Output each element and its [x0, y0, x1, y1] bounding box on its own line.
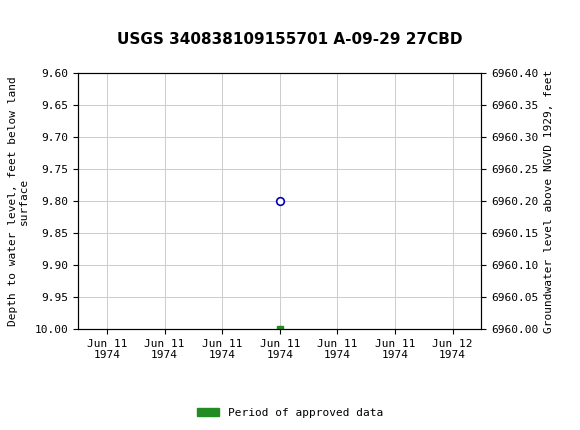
Bar [1, 7, 17, 38]
Y-axis label: Groundwater level above NGVD 1929, feet: Groundwater level above NGVD 1929, feet [544, 69, 554, 333]
Y-axis label: Depth to water level, feet below land
surface: Depth to water level, feet below land su… [8, 76, 29, 326]
Text: USGS: USGS [22, 14, 73, 31]
Text: USGS: USGS [7, 14, 62, 31]
Legend: Period of approved data: Period of approved data [193, 403, 387, 422]
Text: USGS 340838109155701 A-09-29 27CBD: USGS 340838109155701 A-09-29 27CBD [117, 32, 463, 47]
